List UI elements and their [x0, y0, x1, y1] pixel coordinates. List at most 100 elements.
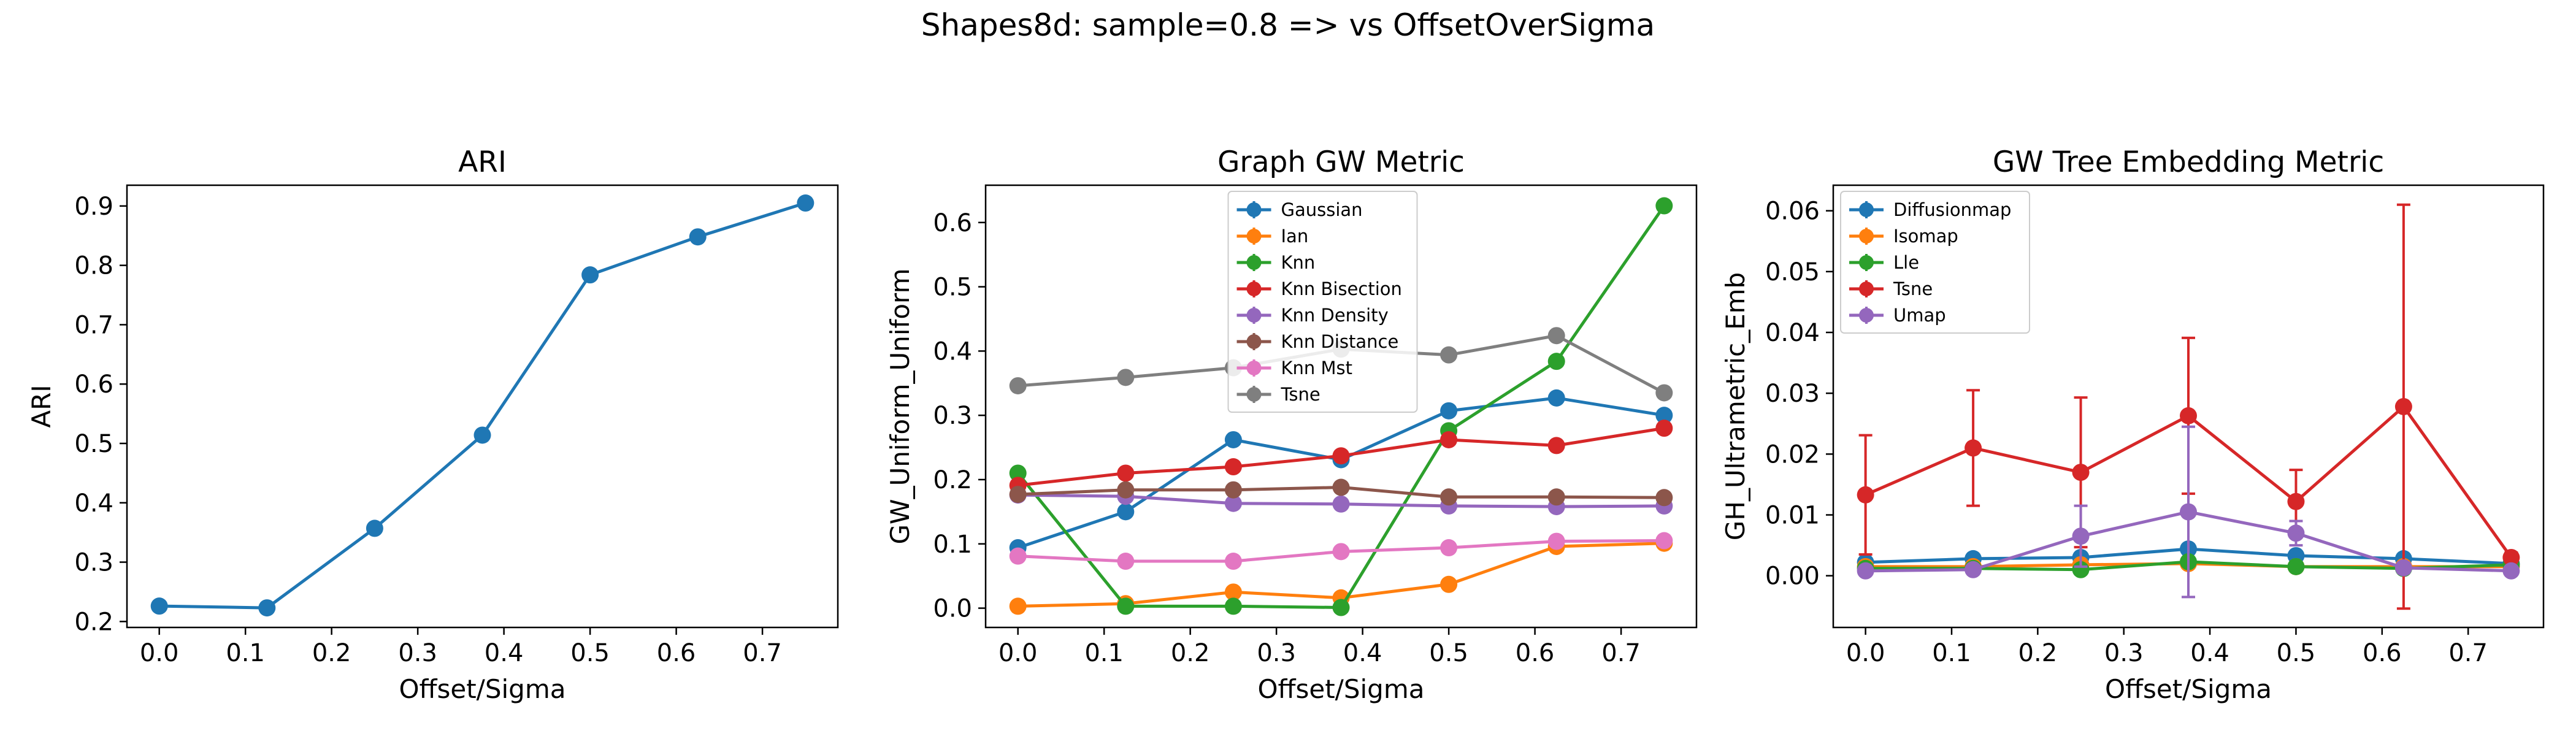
- data-point: [1440, 539, 1458, 557]
- legend-swatch-marker: [1859, 229, 1874, 243]
- x-tick-label: 0.4: [2190, 639, 2229, 667]
- y-tick-label: 0.4: [933, 337, 972, 366]
- data-point: [1547, 532, 1565, 550]
- y-tick-label: 0.02: [1765, 440, 1820, 469]
- data-point: [1224, 481, 1242, 499]
- data-point: [2180, 407, 2197, 424]
- data-point: [1117, 503, 1135, 521]
- series-knn-mst: [1009, 532, 1673, 570]
- y-tick-label: 0.6: [74, 370, 113, 399]
- y-tick-label: 0.05: [1765, 258, 1820, 286]
- data-point: [2287, 558, 2305, 575]
- y-tick-label: 0.1: [933, 531, 972, 559]
- data-point: [1117, 553, 1135, 570]
- legend-item: Knn Density: [1236, 305, 1389, 326]
- data-point: [258, 599, 276, 617]
- x-tick-label: 0.1: [1932, 639, 1971, 667]
- x-tick-label: 0.4: [1343, 639, 1382, 667]
- data-point: [1332, 599, 1350, 616]
- y-axis-label: GH_Ultrametric_Emb: [1720, 272, 1750, 540]
- series-series: [150, 194, 815, 617]
- y-tick-label: 0.6: [933, 209, 972, 237]
- x-tick-label: 0.7: [1601, 639, 1641, 667]
- legend-item: Knn Bisection: [1236, 278, 1402, 299]
- y-tick-label: 0.9: [74, 193, 113, 221]
- data-point: [1965, 561, 1982, 578]
- legend-label: Tsne: [1281, 384, 1321, 405]
- data-point: [1857, 562, 1874, 580]
- y-tick-label: 0.06: [1765, 197, 1820, 226]
- x-tick-label: 0.2: [2018, 639, 2058, 667]
- data-point: [2394, 397, 2412, 415]
- data-point: [1009, 547, 1027, 565]
- data-point: [1547, 488, 1565, 506]
- data-point: [2394, 559, 2412, 577]
- x-tick-label: 0.1: [226, 639, 265, 667]
- y-tick-label: 0.8: [74, 252, 113, 280]
- chart-1: ARI 0.0 0.1 0.2 0.3 0.4 0.5 0.6 0.7 0.2 0.3 0.4 0.5 0…: [26, 145, 839, 704]
- x-axis-label: Offset/Sigma: [2105, 674, 2272, 704]
- y-tick-label: 0.01: [1765, 502, 1820, 530]
- y-tick-label: 0.5: [74, 430, 113, 458]
- chart-2: Graph GW Metric 0.0 0.1 0.2 0.3 0.4 0.5 0.6 0.7 0…: [885, 145, 1698, 704]
- plot-frame: [984, 184, 1698, 629]
- data-point: [1332, 495, 1350, 513]
- data-point: [150, 597, 168, 615]
- data-point: [1655, 197, 1673, 215]
- legend-item: Knn Distance: [1236, 331, 1399, 352]
- x-tick-label: 0.4: [485, 639, 524, 667]
- chart-3: GW Tree Embedding Metric 0.0 0.1 0.2 0.3 0.4 0…: [1720, 145, 2545, 704]
- x-tick-label: 0.0: [999, 639, 1038, 667]
- data-point: [689, 228, 707, 246]
- data-point: [1332, 447, 1350, 465]
- plot-frame: [1832, 184, 2545, 629]
- y-tick-label: 0.03: [1765, 380, 1820, 408]
- data-point: [1117, 597, 1135, 615]
- legend-swatch-marker: [1246, 229, 1262, 243]
- legend-label: Lle: [1893, 252, 1919, 273]
- data-point: [1440, 488, 1458, 506]
- x-tick-label: 0.5: [2277, 639, 2316, 667]
- data-point: [2502, 548, 2520, 566]
- legend-box: [1840, 191, 2030, 334]
- legend-label: Tsne: [1893, 278, 1933, 299]
- chart-title: ARI: [458, 145, 507, 179]
- data-point: [1009, 486, 1027, 504]
- data-point: [1655, 532, 1673, 550]
- data-point: [1655, 384, 1673, 402]
- data-point: [1655, 420, 1673, 437]
- data-point: [581, 266, 599, 284]
- data-point: [1547, 353, 1565, 370]
- legend-swatch-marker: [1246, 255, 1262, 270]
- legend-swatch-marker: [1859, 308, 1874, 323]
- data-point: [1547, 437, 1565, 454]
- x-axis-label: Offset/Sigma: [1258, 674, 1425, 704]
- data-point: [1332, 543, 1350, 561]
- legend-label: Knn Density: [1281, 305, 1389, 326]
- data-point: [366, 519, 383, 537]
- data-point: [2287, 524, 2305, 542]
- data-point: [1857, 486, 1874, 504]
- legend-label: Knn Distance: [1281, 331, 1399, 352]
- data-point: [1655, 407, 1673, 424]
- legend: Diffusionmap Isomap Lle Tsne Umap: [1840, 191, 2030, 334]
- data-point: [1009, 377, 1027, 394]
- data-point: [1224, 553, 1242, 570]
- figure-suptitle: Shapes8d: sample=0.8 => vs OffsetOverSig…: [921, 7, 1655, 43]
- x-tick-label: 0.6: [2363, 639, 2402, 667]
- data-point: [473, 426, 491, 444]
- x-tick-label: 0.2: [1171, 639, 1210, 667]
- y-tick-label: 0.3: [74, 549, 113, 577]
- data-point: [2502, 562, 2520, 580]
- data-point: [1224, 597, 1242, 615]
- x-tick-label: 0.5: [1429, 639, 1468, 667]
- legend-item: Ian: [1236, 226, 1308, 247]
- legend-swatch-marker: [1246, 387, 1262, 402]
- data-point: [1009, 597, 1027, 615]
- data-point: [1440, 431, 1458, 448]
- legend-swatch-marker: [1246, 202, 1262, 217]
- x-tick-label: 0.5: [570, 639, 610, 667]
- legend-item: Tsne: [1236, 384, 1321, 405]
- data-point: [1117, 481, 1135, 499]
